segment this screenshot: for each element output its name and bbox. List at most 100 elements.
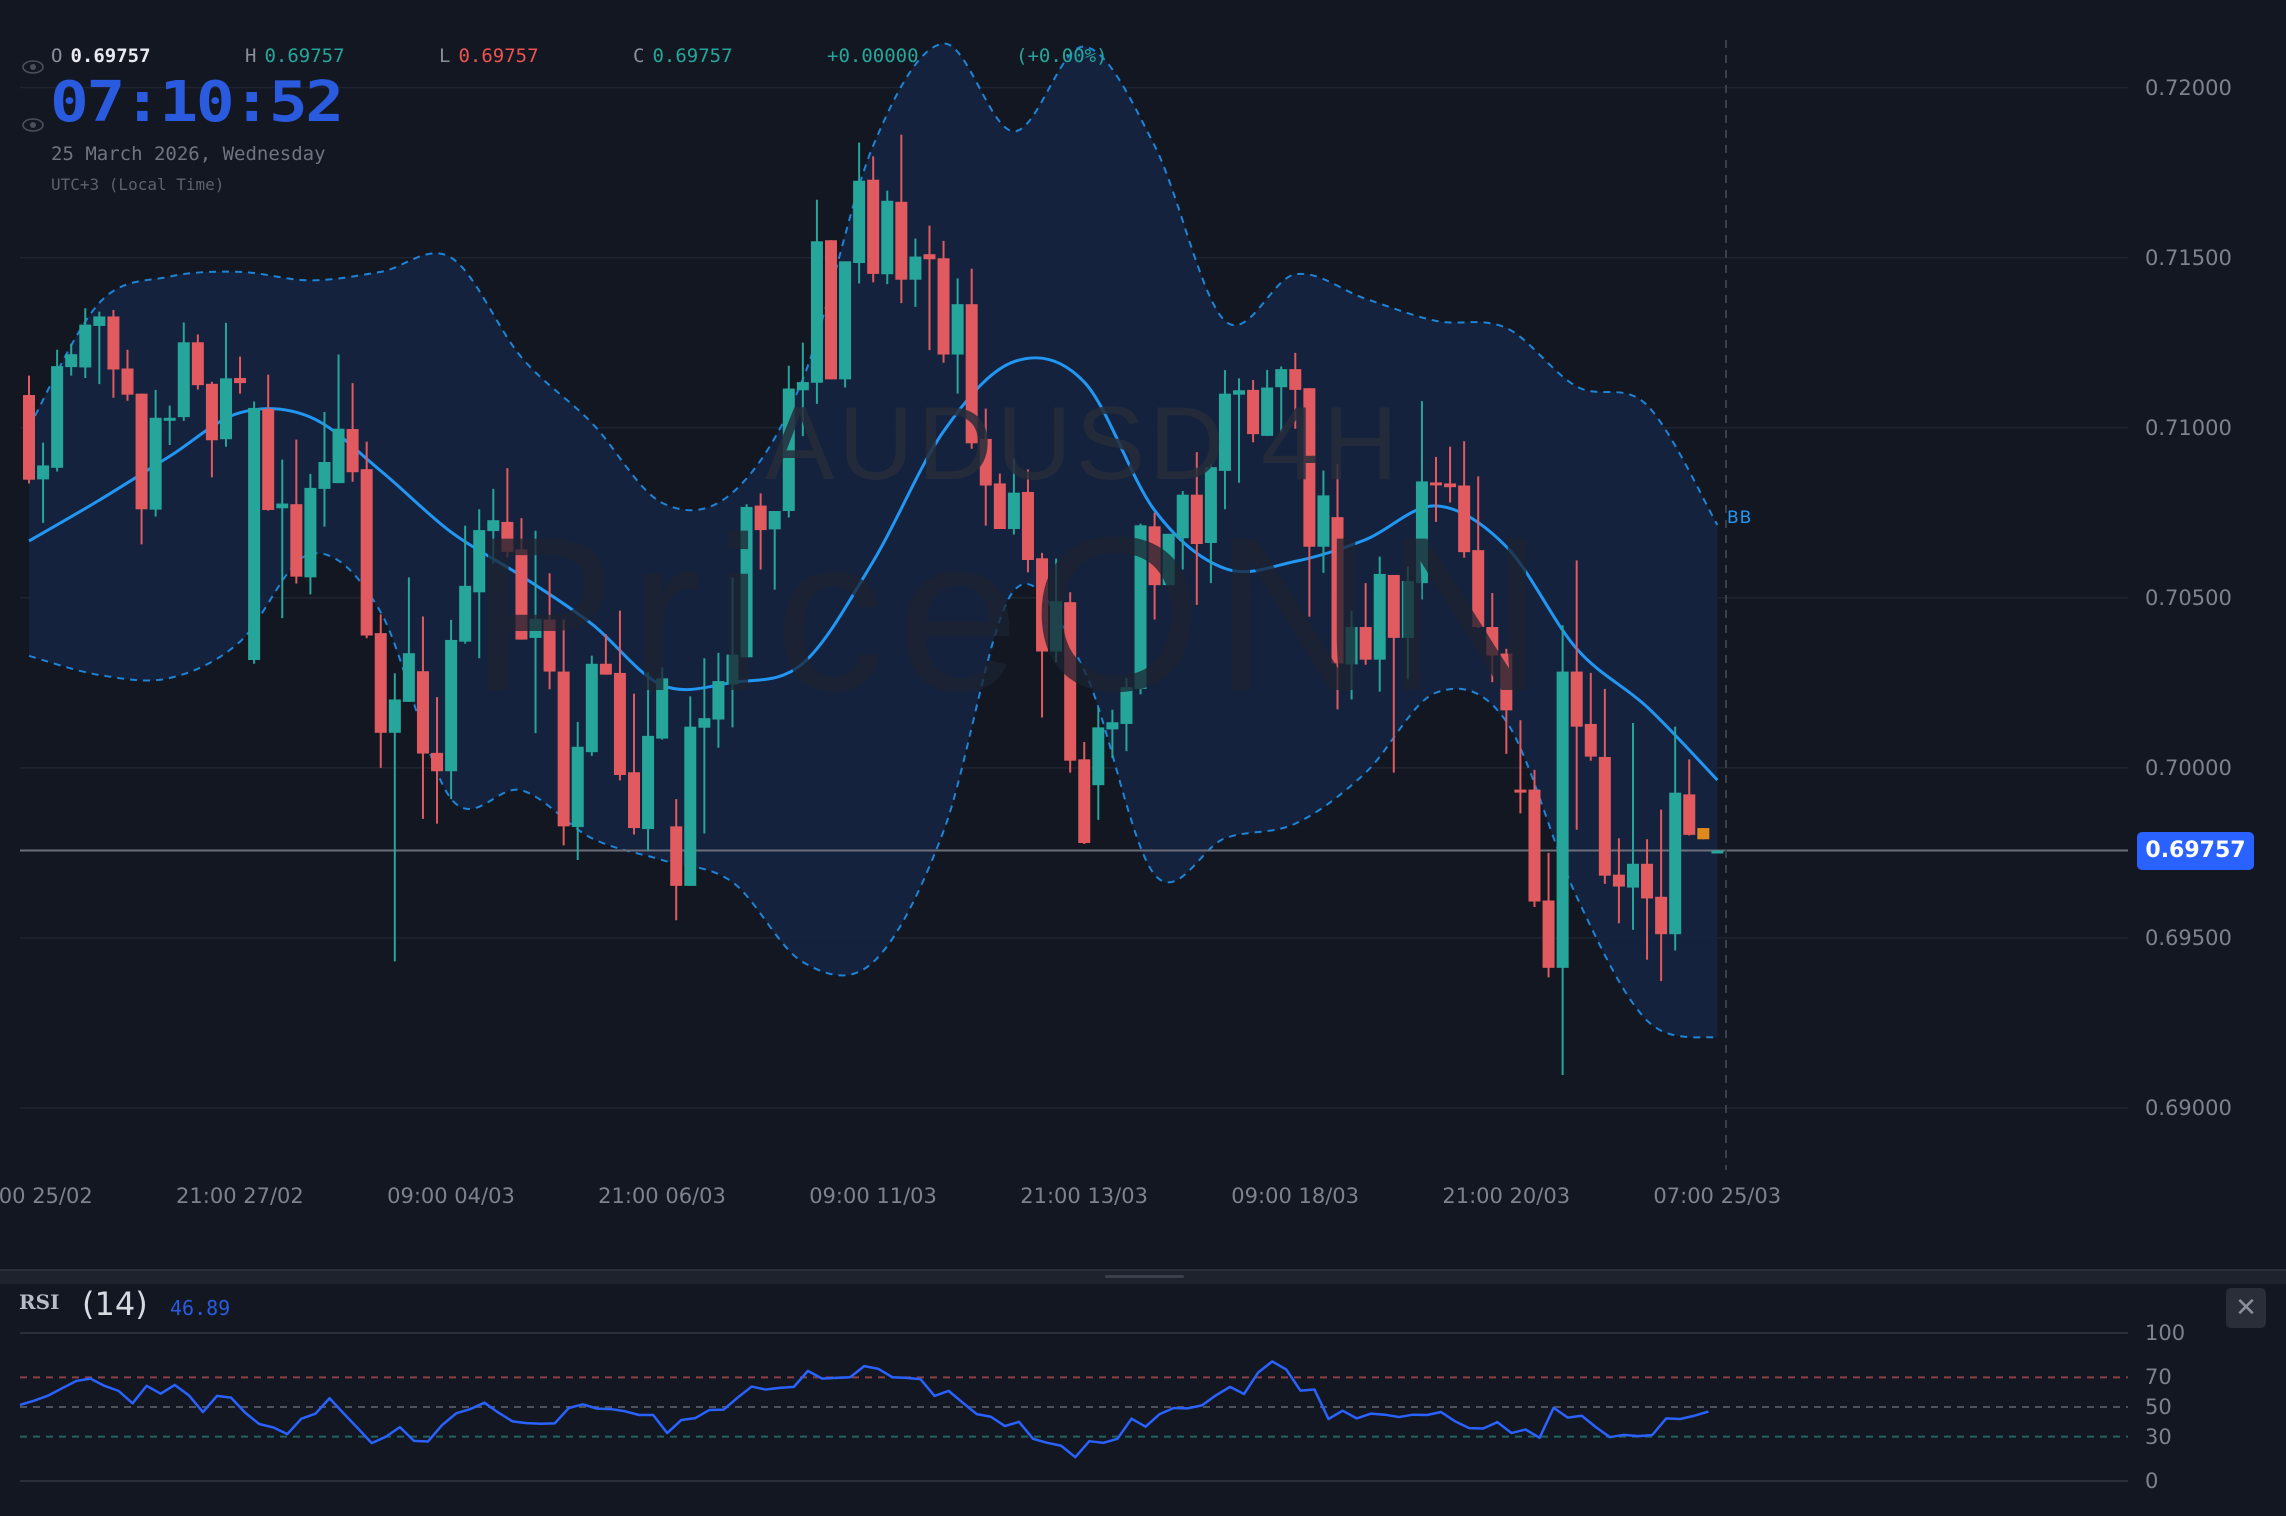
candle bbox=[1106, 709, 1119, 758]
candle-body bbox=[1036, 558, 1049, 652]
candle bbox=[1570, 560, 1583, 830]
candle-body bbox=[1669, 792, 1682, 935]
candle-body bbox=[599, 663, 612, 675]
drag-handle-icon[interactable] bbox=[1105, 1275, 1184, 1278]
candle-body bbox=[628, 772, 641, 829]
candle-body bbox=[473, 530, 486, 593]
candle bbox=[824, 240, 837, 380]
candle bbox=[1134, 523, 1147, 695]
rsi-axis-label: 50 bbox=[2145, 1395, 2172, 1419]
candle bbox=[501, 468, 514, 558]
candle-body bbox=[782, 388, 795, 512]
candle-body bbox=[1176, 494, 1189, 539]
candle-body bbox=[1683, 794, 1696, 835]
candle bbox=[515, 518, 528, 640]
candle-body bbox=[276, 503, 289, 509]
candle-body bbox=[1612, 874, 1625, 887]
candle bbox=[445, 619, 458, 800]
candle bbox=[346, 383, 359, 482]
candle bbox=[1373, 556, 1386, 692]
eye-icon[interactable] bbox=[22, 118, 44, 132]
candle-body bbox=[248, 407, 261, 661]
candle-body bbox=[557, 671, 570, 827]
candle-body bbox=[459, 585, 472, 642]
candle bbox=[135, 393, 148, 545]
candle bbox=[1556, 625, 1569, 1076]
candle bbox=[684, 696, 697, 886]
rsi-value: 46.89 bbox=[170, 1296, 231, 1320]
candle-body bbox=[149, 417, 162, 510]
candle bbox=[290, 439, 303, 584]
rsi-axis-label: 100 bbox=[2145, 1321, 2186, 1345]
date-label: 25 March 2026, Wednesday bbox=[51, 143, 326, 165]
candle-body bbox=[1598, 756, 1611, 876]
candle bbox=[1655, 809, 1668, 982]
candle-body bbox=[93, 316, 106, 326]
candle bbox=[487, 488, 500, 564]
candle-body bbox=[1697, 828, 1710, 840]
candle-body bbox=[909, 256, 922, 280]
candle-body bbox=[1626, 863, 1639, 888]
candle bbox=[557, 619, 570, 846]
low-label: L bbox=[439, 45, 451, 67]
candle-body bbox=[332, 428, 345, 484]
high-label: H bbox=[245, 45, 257, 67]
close-icon: ✕ bbox=[2235, 1293, 2257, 1323]
candle-body bbox=[1204, 467, 1217, 543]
time-axis-label: 07:00 25/03 bbox=[1653, 1184, 1782, 1208]
candle-body bbox=[262, 408, 275, 510]
candle bbox=[1514, 720, 1527, 814]
candle bbox=[1078, 741, 1091, 845]
candle bbox=[810, 199, 823, 404]
candle bbox=[1261, 369, 1274, 436]
candle-body bbox=[402, 653, 415, 702]
candle bbox=[867, 156, 880, 283]
candle bbox=[1317, 470, 1330, 573]
candle-body bbox=[993, 483, 1006, 530]
eye-icon[interactable] bbox=[22, 60, 44, 74]
candle bbox=[388, 673, 401, 962]
bb-basis-line bbox=[28, 356, 1719, 782]
candle-body bbox=[219, 378, 232, 440]
candle bbox=[431, 697, 444, 824]
candle bbox=[1021, 469, 1034, 573]
candle-body bbox=[1120, 687, 1133, 724]
candle-body bbox=[1190, 494, 1203, 545]
candle bbox=[1359, 583, 1372, 665]
rsi-title: RSI bbox=[19, 1290, 60, 1314]
candle bbox=[107, 309, 120, 398]
candle bbox=[459, 525, 472, 644]
candle bbox=[248, 401, 261, 664]
candle bbox=[360, 441, 373, 639]
candle bbox=[1472, 476, 1485, 629]
candle-body bbox=[1303, 388, 1316, 547]
candle bbox=[65, 343, 78, 376]
candle-body bbox=[1444, 483, 1457, 488]
candle-body bbox=[1134, 525, 1147, 689]
candle-body bbox=[1373, 573, 1386, 660]
candle-body bbox=[1542, 900, 1555, 968]
candle bbox=[768, 511, 781, 590]
close-rsi-button[interactable]: ✕ bbox=[2226, 1288, 2266, 1328]
candle-body bbox=[1345, 627, 1358, 665]
candle-body bbox=[1331, 517, 1344, 664]
candle-body bbox=[51, 366, 64, 468]
candle bbox=[304, 473, 317, 595]
candle-body bbox=[613, 672, 626, 775]
candle-body bbox=[501, 521, 514, 552]
candle-body bbox=[515, 549, 528, 640]
candle-body bbox=[1289, 369, 1302, 390]
candle bbox=[571, 721, 584, 861]
candle-body bbox=[1387, 574, 1400, 638]
watermark-brand: PriceONN bbox=[470, 491, 1557, 737]
candle-body bbox=[79, 324, 92, 368]
candle bbox=[1486, 592, 1499, 683]
bb-indicator-label[interactable]: BB bbox=[1727, 508, 1753, 528]
candle-body bbox=[585, 663, 598, 753]
candle bbox=[1148, 512, 1161, 620]
candle-body bbox=[796, 382, 809, 391]
price-axis-label: 0.69000 bbox=[2145, 1096, 2232, 1120]
candle bbox=[1430, 456, 1442, 522]
candle-body bbox=[979, 438, 992, 486]
